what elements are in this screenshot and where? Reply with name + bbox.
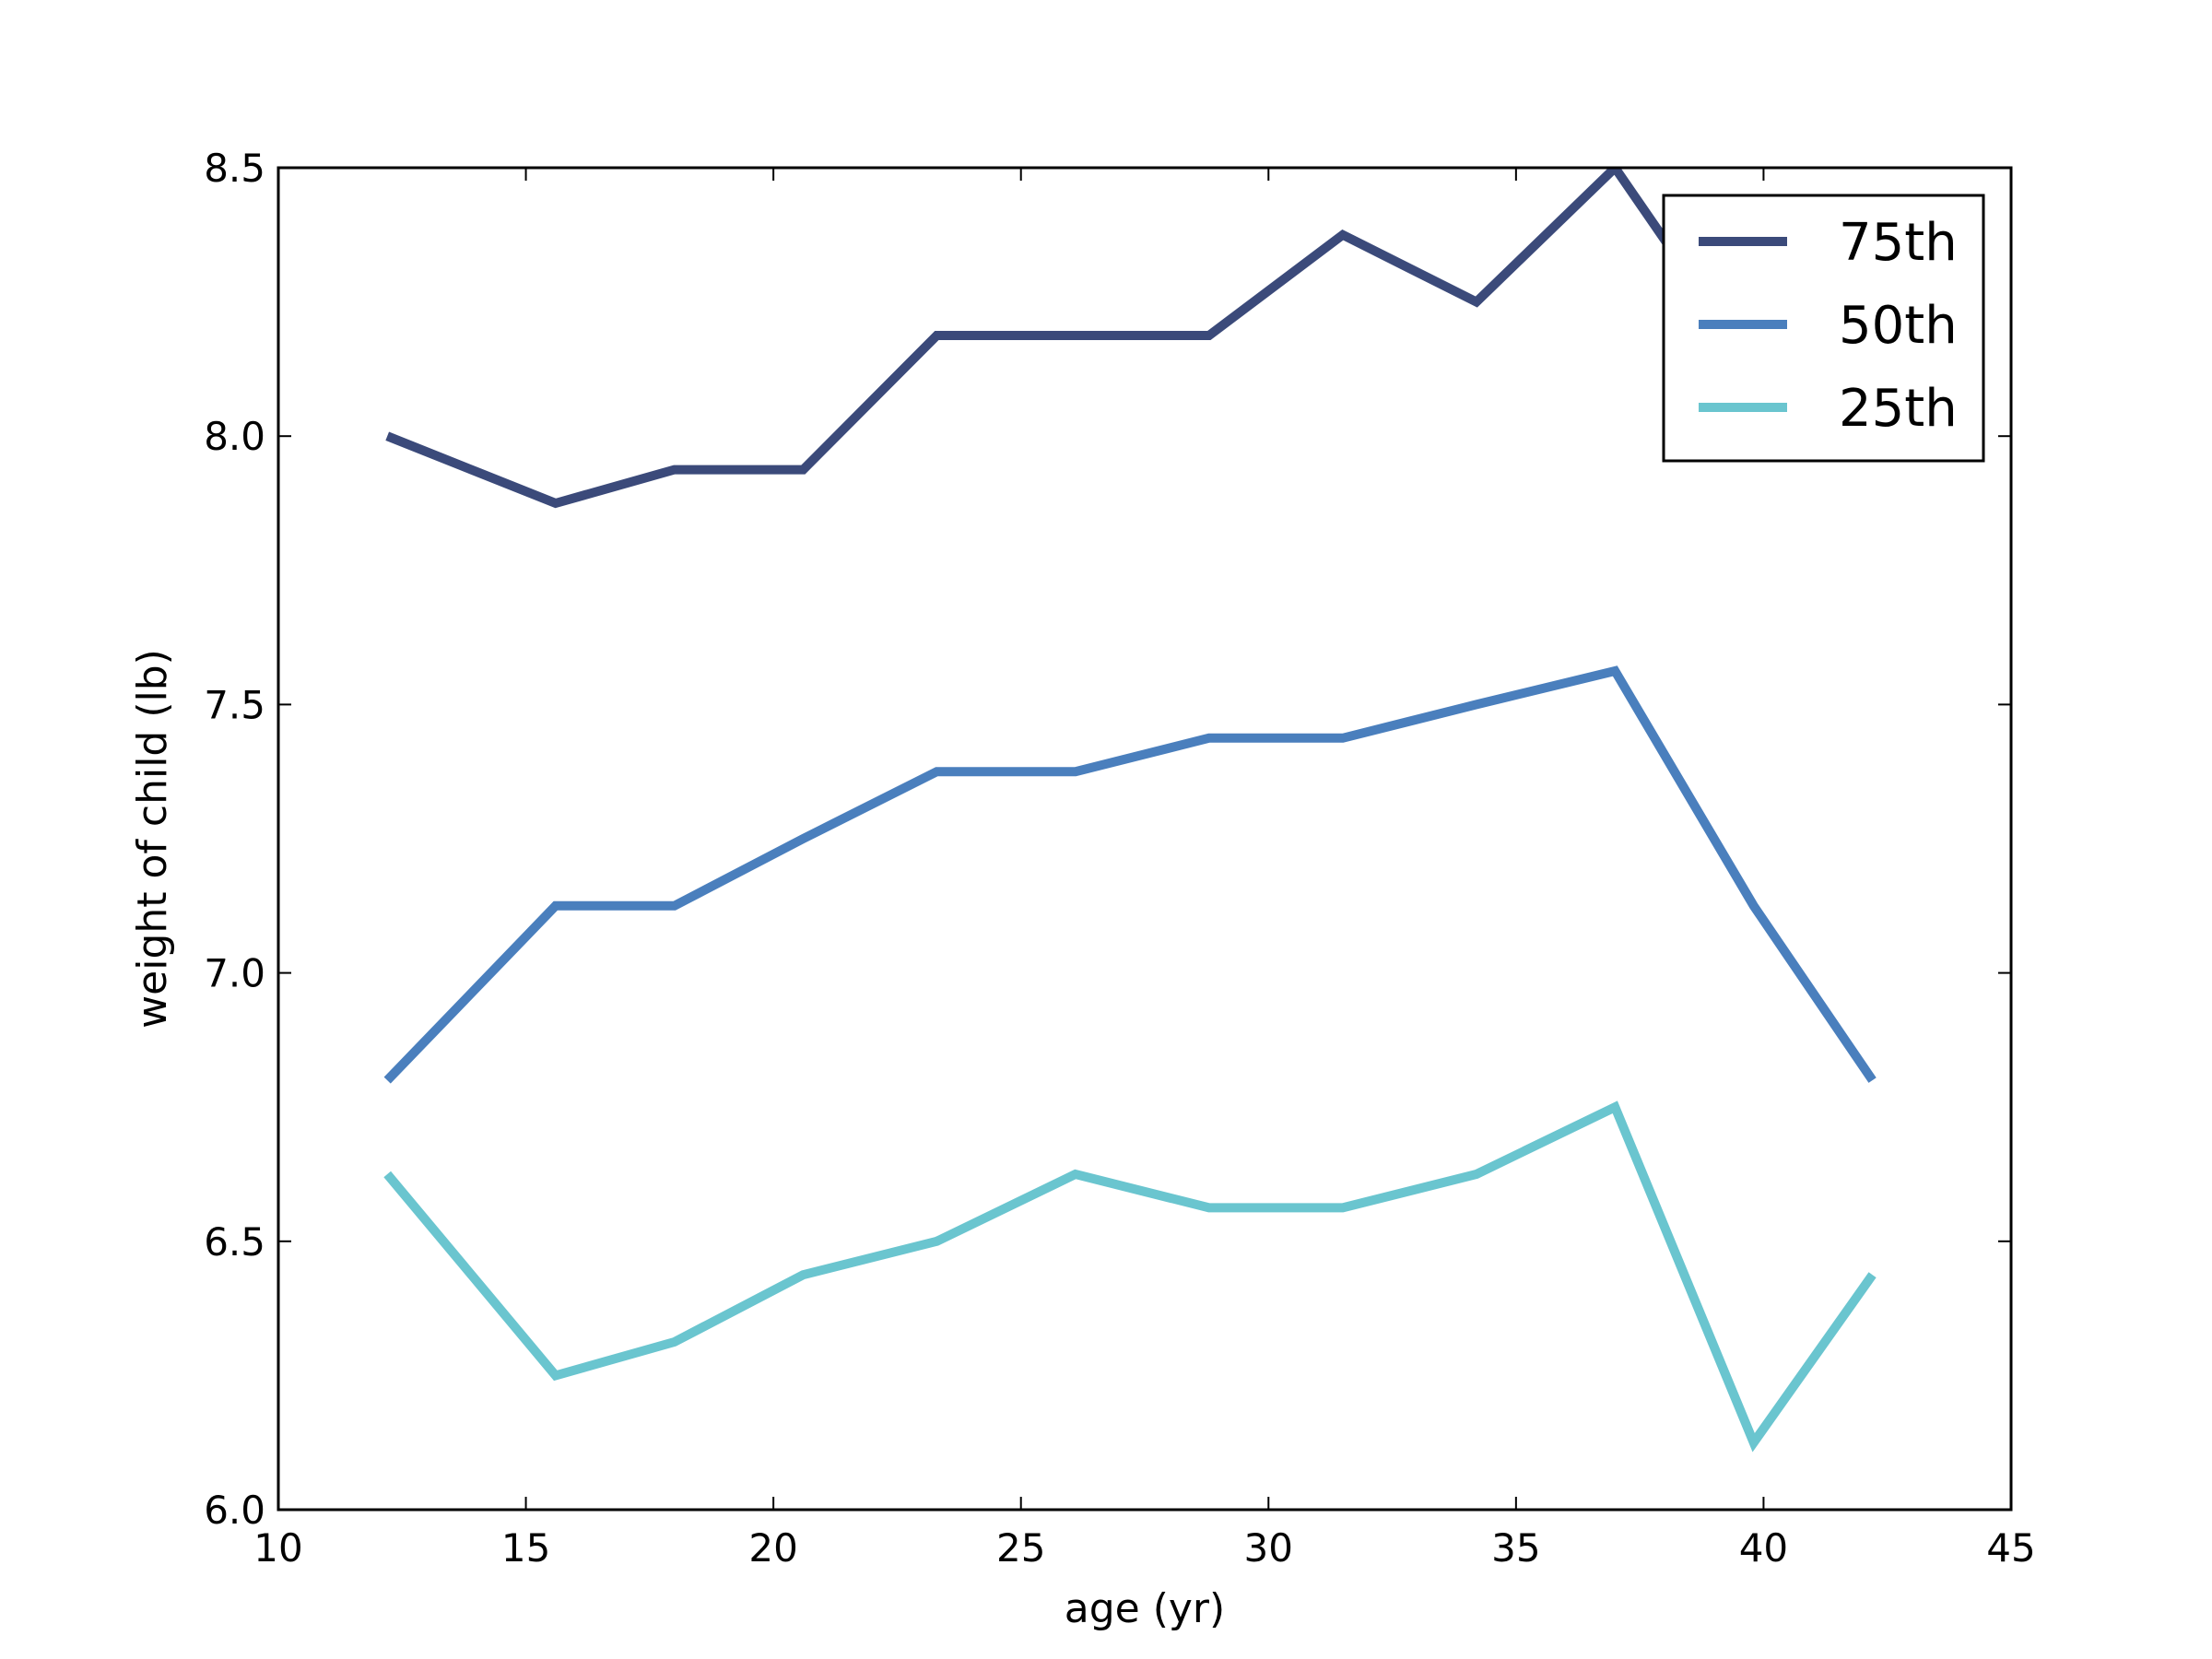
ticks-layer: 10 15 20 25 30 35 40 45 6.0 6.5 7.0 7.5 8.0 8.5 [204,146,2036,1571]
y-axis-label: weight of child (lb) [129,649,176,1029]
x-tick-label: 40 [1739,1525,1788,1571]
y-tick-label: 8.5 [204,146,265,191]
x-tick-label: 20 [748,1525,797,1571]
series-layer [383,168,1877,1453]
x-tick-label: 30 [1244,1525,1293,1571]
x-tick-label: 25 [996,1525,1045,1571]
series-line-75th [385,168,1876,509]
y-tick-label: 6.5 [204,1219,265,1265]
legend-label: 25th [1839,379,1958,439]
x-tick-label: 45 [1986,1525,2035,1571]
y-tick-label: 8.0 [204,414,265,459]
legend: 75th 50th 25th [1662,194,1985,463]
x-tick-label: 10 [253,1525,302,1571]
series-line-25th [383,1100,1877,1453]
series-line-50th [383,665,1877,1084]
y-tick-label: 7.0 [204,951,265,996]
plot-frame [276,166,2013,1512]
x-tick-label: 15 [501,1525,550,1571]
legend-label: 50th [1839,296,1958,356]
x-axis-label: age (yr) [1065,1585,1225,1632]
y-tick-label: 6.0 [204,1488,265,1533]
y-tick-label: 7.5 [204,682,265,727]
x-tick-label: 35 [1491,1525,1540,1571]
legend-label: 75th [1839,213,1958,273]
